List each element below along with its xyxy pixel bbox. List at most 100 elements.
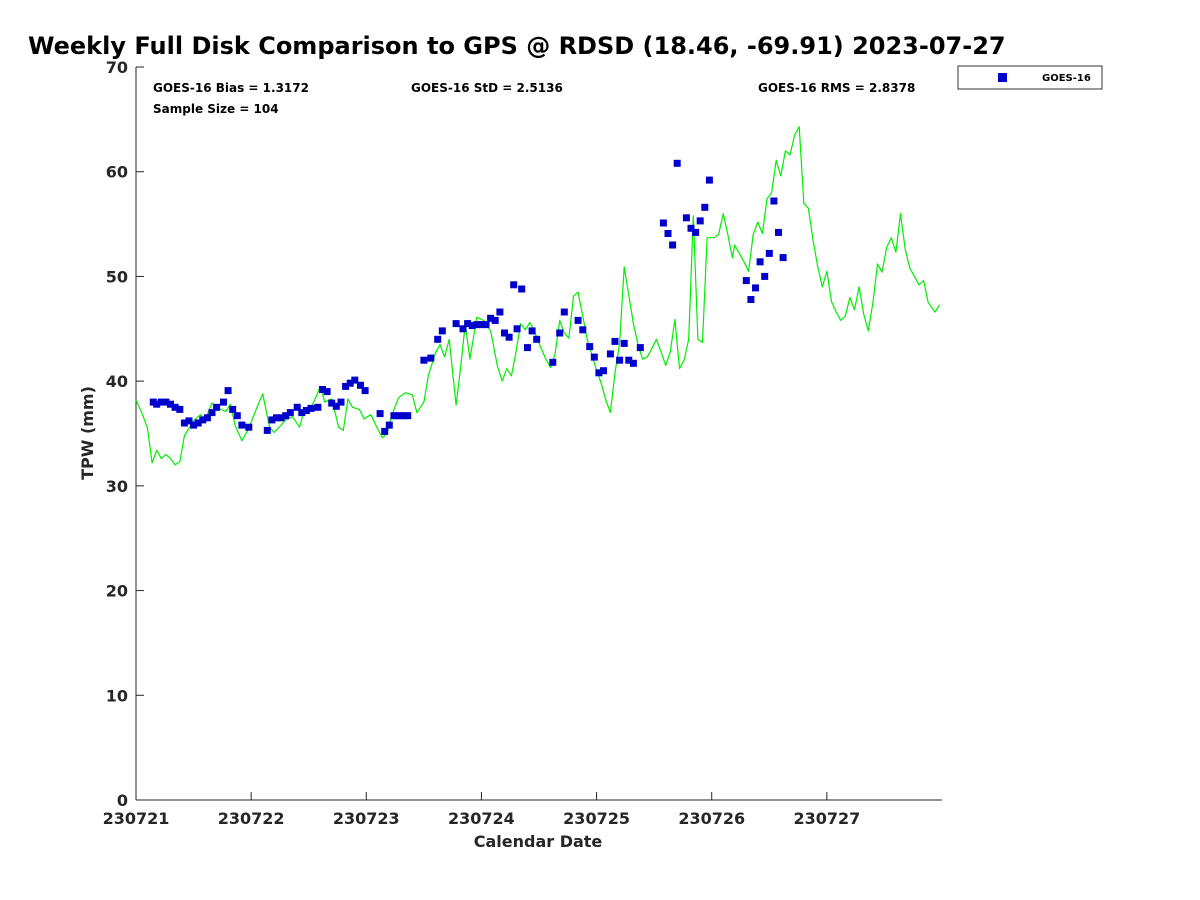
- data-point-goes-16: [282, 412, 290, 420]
- data-point-goes-16: [427, 354, 435, 362]
- data-point-goes-16: [381, 427, 389, 435]
- data-point-goes-16: [273, 414, 280, 422]
- data-point-goes-16: [162, 398, 170, 406]
- stat-sample-size: Sample Size = 104: [153, 102, 279, 116]
- x-tick-label: 230724: [448, 809, 515, 828]
- data-point-goes-16: [687, 224, 695, 232]
- data-point-goes-16: [157, 398, 165, 406]
- stat-std: GOES-16 StD = 2.5136: [411, 81, 563, 95]
- data-point-goes-16: [625, 356, 633, 364]
- x-tick-label: 230725: [563, 809, 630, 828]
- data-point-goes-16: [742, 277, 750, 285]
- data-point-goes-16: [233, 412, 241, 420]
- data-point-goes-16: [611, 337, 619, 345]
- data-point-goes-16: [696, 217, 704, 225]
- data-point-goes-16: [510, 281, 518, 289]
- plot-area: [136, 67, 942, 800]
- y-axis: 0 10 20 30 40 50 60 70: [106, 58, 144, 810]
- data-point-goes-16: [590, 353, 598, 361]
- data-point-goes-16: [669, 241, 677, 249]
- data-point-goes-16: [459, 325, 467, 333]
- data-point-goes-16: [171, 403, 179, 411]
- data-point-goes-16: [775, 228, 782, 236]
- y-tick-label: 70: [106, 58, 128, 77]
- x-tick-label: 230723: [333, 809, 400, 828]
- data-point-goes-16: [579, 326, 587, 334]
- x-axis-label: Calendar Date: [474, 832, 603, 851]
- plot-frame: [136, 67, 942, 800]
- data-point-goes-16: [659, 219, 667, 227]
- data-point-goes-16: [770, 197, 778, 205]
- data-point-goes-16: [761, 272, 769, 280]
- y-tick-label: 50: [106, 267, 128, 286]
- data-point-goes-16: [176, 405, 184, 413]
- data-point-goes-16: [692, 228, 700, 236]
- data-point-goes-16: [487, 314, 495, 322]
- y-tick-label: 20: [106, 582, 128, 601]
- stat-rms: GOES-16 RMS = 2.8378: [758, 81, 915, 95]
- data-point-goes-16: [434, 335, 442, 343]
- data-point-goes-16: [323, 388, 331, 396]
- data-point-goes-16: [314, 403, 322, 411]
- data-point-goes-16: [337, 398, 345, 406]
- data-point-goes-16: [376, 410, 384, 418]
- data-point-goes-16: [528, 327, 536, 335]
- data-point-goes-16: [286, 409, 294, 417]
- data-point-goes-16: [245, 423, 253, 431]
- y-axis-label: TPW (mm): [78, 386, 97, 480]
- series-layer: [135, 126, 941, 466]
- x-tick-label: 230721: [103, 809, 170, 828]
- data-point-goes-16: [220, 398, 227, 406]
- data-point-goes-16: [629, 359, 637, 367]
- data-point-goes-16: [524, 344, 531, 352]
- stat-bias: GOES-16 Bias = 1.3172: [153, 81, 309, 95]
- data-point-goes-16: [167, 400, 174, 408]
- data-point-goes-16: [518, 285, 526, 293]
- data-point-goes-16: [351, 376, 359, 384]
- x-tick-label: 230722: [218, 809, 285, 828]
- data-point-goes-16: [549, 358, 557, 366]
- data-point-goes-16: [307, 404, 315, 412]
- data-point-goes-16: [560, 308, 568, 316]
- data-point-goes-16: [438, 327, 446, 335]
- x-tick-label: 230726: [678, 809, 745, 828]
- data-point-goes-16: [606, 350, 614, 358]
- data-point-goes-16: [705, 176, 713, 184]
- data-point-goes-16: [153, 400, 161, 408]
- data-point-goes-16: [332, 402, 340, 410]
- y-tick-label: 0: [117, 791, 128, 810]
- data-point-goes-16: [180, 419, 188, 427]
- data-point-goes-16: [229, 405, 237, 413]
- data-point-goes-16: [747, 296, 755, 303]
- data-point-goes-16: [268, 416, 276, 424]
- data-point-goes-16: [390, 412, 398, 420]
- data-point-goes-16: [473, 321, 481, 329]
- data-point-goes-16: [468, 322, 476, 330]
- legend-box: [957, 65, 1103, 90]
- data-point-goes-16: [199, 416, 207, 424]
- data-point-goes-16: [361, 387, 369, 395]
- data-point-goes-16: [556, 329, 564, 337]
- data-point-goes-16: [505, 333, 513, 341]
- series-line-gps: [135, 126, 941, 466]
- data-point-goes-16: [586, 343, 594, 351]
- data-point-goes-16: [302, 407, 310, 414]
- data-point-goes-16: [293, 403, 301, 411]
- data-point-goes-16: [298, 409, 306, 417]
- data-point-goes-16: [342, 382, 350, 390]
- data-point-goes-16: [616, 356, 624, 364]
- y-tick-label: 60: [106, 163, 128, 182]
- data-point-goes-16: [357, 381, 364, 389]
- data-point-goes-16: [620, 339, 628, 347]
- data-point-goes-16: [682, 214, 690, 222]
- data-point-goes-16: [756, 258, 764, 266]
- data-point-goes-16: [452, 320, 460, 328]
- data-point-goes-16: [346, 379, 354, 387]
- data-point-goes-16: [701, 203, 709, 211]
- data-point-goes-16: [328, 399, 336, 407]
- data-point-goes-16: [395, 412, 402, 420]
- data-point-goes-16: [491, 316, 499, 324]
- data-point-goes-16: [190, 421, 198, 429]
- data-point-goes-16: [194, 419, 202, 427]
- data-point-goes-16: [263, 426, 271, 434]
